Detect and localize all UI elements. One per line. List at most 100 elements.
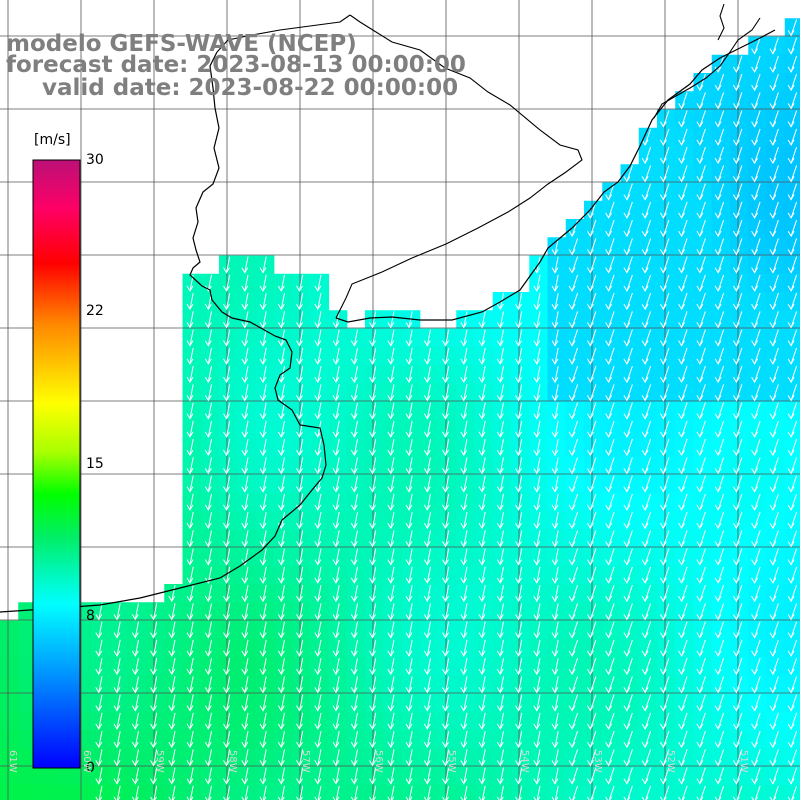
wind-arrow <box>515 366 523 384</box>
wind-arrow <box>533 785 541 800</box>
wind-arrow <box>696 511 706 530</box>
wind-arrow <box>551 676 559 694</box>
wind-arrow <box>515 749 523 767</box>
wind-arrow <box>515 329 523 347</box>
wind-arrow <box>659 566 670 584</box>
wind-arrow <box>586 438 597 457</box>
wind-arrow <box>769 165 779 183</box>
longitude-label: 58W <box>227 750 238 773</box>
wind-arrow <box>533 639 541 657</box>
wind-arrow <box>168 749 176 767</box>
longitude-label: 57W <box>300 750 311 773</box>
wind-speed-cell <box>18 693 38 713</box>
wind-arrow <box>350 767 358 785</box>
wind-arrow <box>623 548 633 566</box>
wind-arrow <box>568 639 579 657</box>
wind-arrow <box>296 475 304 493</box>
wind-arrow <box>787 420 798 438</box>
wind-arrow <box>623 657 633 676</box>
wind-arrow <box>586 603 597 621</box>
wind-arrow <box>787 475 798 493</box>
wind-arrow <box>277 676 285 694</box>
wind-arrow <box>605 292 615 311</box>
wind-arrow <box>605 676 615 694</box>
wind-arrow <box>223 293 231 311</box>
wind-arrow <box>678 657 688 676</box>
wind-arrow <box>769 110 779 128</box>
wind-arrow <box>332 384 340 402</box>
wind-arrow <box>259 420 267 438</box>
wind-arrow <box>605 639 615 657</box>
wind-arrow <box>586 493 597 511</box>
wind-arrow <box>787 274 798 292</box>
wind-arrow <box>732 730 743 749</box>
wind-arrow <box>204 420 212 438</box>
colorbar-tick-label: 22 <box>86 303 104 319</box>
wind-arrow <box>568 785 579 800</box>
wind-arrow <box>714 511 725 530</box>
wind-arrow <box>150 712 158 730</box>
wind-arrow <box>769 767 779 785</box>
lagoon-mirim <box>653 17 761 119</box>
wind-arrow <box>296 548 304 566</box>
wind-speed-cells <box>0 18 800 800</box>
wind-arrow <box>350 603 358 621</box>
wind-arrow <box>460 530 468 548</box>
wind-arrow <box>350 475 358 493</box>
wind-arrow <box>769 37 779 55</box>
wind-arrow <box>241 712 249 730</box>
wind-arrow <box>696 219 706 238</box>
wind-arrow <box>296 311 304 329</box>
wind-arrow <box>296 347 304 365</box>
wind-arrow <box>659 292 670 311</box>
wind-arrow <box>787 402 798 420</box>
wind-arrow <box>186 347 194 365</box>
wind-arrow <box>787 493 798 511</box>
wind-arrow <box>568 329 579 347</box>
wind-arrow <box>241 530 249 548</box>
wind-arrow <box>478 658 486 676</box>
wind-arrow <box>350 530 358 548</box>
wind-arrow <box>605 457 615 475</box>
wind-arrow <box>296 621 304 639</box>
wind-arrow <box>787 73 798 92</box>
wind-arrow <box>95 694 103 712</box>
wind-arrow <box>551 420 559 438</box>
wind-arrow <box>150 658 158 676</box>
wind-arrow <box>623 749 633 767</box>
wind-speed-cell <box>18 766 38 786</box>
wind-arrow <box>478 731 486 749</box>
wind-arrow <box>678 256 688 274</box>
wind-arrow <box>533 658 541 676</box>
wind-arrow <box>732 475 743 493</box>
wind-arrow <box>150 731 158 749</box>
wind-arrow <box>551 603 559 621</box>
wind-arrow <box>732 365 743 384</box>
wind-arrow <box>659 256 670 274</box>
wind-arrow <box>696 92 706 110</box>
wind-arrow <box>478 329 486 347</box>
wind-arrow <box>751 730 761 749</box>
wind-arrow <box>533 457 541 475</box>
wind-arrow <box>605 274 615 292</box>
wind-arrow <box>460 694 468 712</box>
wind-arrow <box>714 201 725 219</box>
wind-arrow <box>277 493 285 511</box>
wind-arrow <box>442 731 450 749</box>
wind-arrow <box>369 749 377 767</box>
wind-arrow <box>623 566 633 584</box>
wind-arrow <box>496 712 504 730</box>
wind-arrow <box>405 603 413 621</box>
wind-arrow <box>678 165 688 183</box>
wind-arrow <box>314 475 322 493</box>
wind-arrow <box>696 566 706 584</box>
wind-arrow <box>186 621 194 639</box>
wind-arrow <box>478 712 486 730</box>
wind-arrow <box>277 767 285 785</box>
wind-arrow <box>787 128 798 146</box>
wind-arrow <box>350 402 358 420</box>
wind-arrow <box>696 128 706 146</box>
wind-arrow <box>751 165 761 183</box>
wind-arrow <box>623 347 633 365</box>
wind-arrow <box>423 585 431 603</box>
